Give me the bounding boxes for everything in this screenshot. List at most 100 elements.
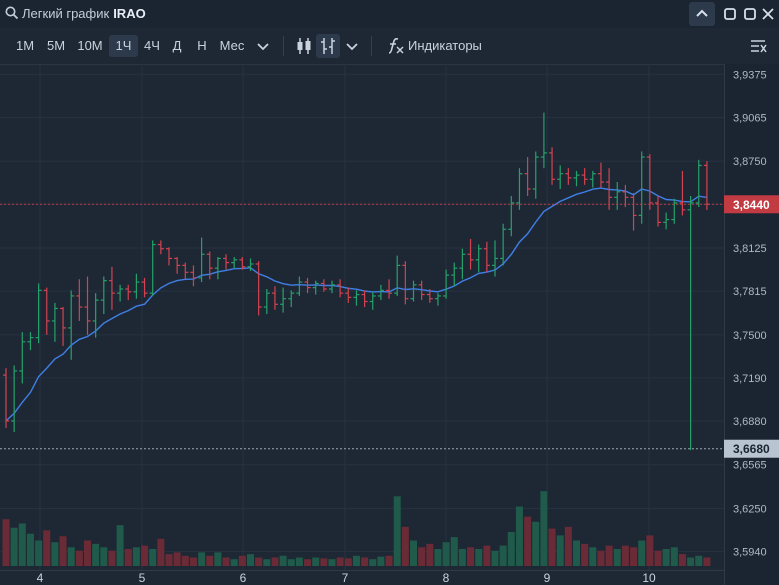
- ohlc-bar[interactable]: [214, 257, 221, 280]
- ohlc-bar[interactable]: [516, 168, 523, 210]
- ohlc-bar[interactable]: [141, 277, 148, 298]
- price-chart[interactable]: 3,9375 3,9065 3,8750 3,8440 3,8125 3,7815 3,75…: [0, 64, 779, 585]
- ohlc-bar[interactable]: [35, 283, 42, 344]
- ohlc-bar[interactable]: [182, 262, 189, 280]
- timeframe-4h[interactable]: 4Ч: [144, 38, 160, 53]
- ohlc-bar[interactable]: [198, 237, 205, 283]
- ohlc-bar[interactable]: [573, 170, 580, 187]
- ohlc-bar[interactable]: [296, 276, 303, 296]
- ohlc-bar[interactable]: [27, 332, 34, 351]
- ohlc-bar[interactable]: [386, 279, 393, 299]
- collapse-button[interactable]: [689, 2, 715, 26]
- timeframe-5m[interactable]: 5М: [46, 38, 66, 53]
- ohlc-bar[interactable]: [190, 265, 197, 287]
- ohlc-bar[interactable]: [638, 151, 645, 224]
- ohlc-bar[interactable]: [11, 365, 18, 433]
- ohlc-bar[interactable]: [467, 239, 474, 270]
- ohlc-bar[interactable]: [149, 240, 156, 296]
- ohlc-bar[interactable]: [655, 195, 661, 227]
- restore-icon[interactable]: [741, 5, 759, 23]
- ohlc-bar[interactable]: [337, 279, 344, 298]
- timeframe-1m[interactable]: 1М: [15, 38, 35, 53]
- ohlc-bar[interactable]: [304, 277, 311, 294]
- ohlc-bar[interactable]: [475, 244, 482, 273]
- ohlc-bar[interactable]: [426, 289, 433, 303]
- ohlc-bar[interactable]: [133, 273, 140, 299]
- ohlc-bar[interactable]: [492, 240, 498, 277]
- ohlc-bar[interactable]: [125, 284, 132, 301]
- indicators-button[interactable]: Индикаторы: [408, 38, 482, 53]
- ohlc-bar[interactable]: [565, 168, 572, 185]
- ohlc-bar[interactable]: [703, 161, 710, 210]
- candles-icon[interactable]: [292, 34, 316, 58]
- ohlc-bar[interactable]: [671, 198, 678, 224]
- ohlc-bar[interactable]: [51, 302, 58, 342]
- close-icon[interactable]: [759, 5, 777, 23]
- ohlc-bar[interactable]: [174, 257, 181, 274]
- ohlc-bar[interactable]: [500, 223, 507, 266]
- ohlc-bar[interactable]: [255, 261, 262, 316]
- ohlc-bar[interactable]: [394, 255, 401, 296]
- ohlc-bar[interactable]: [524, 157, 531, 196]
- ohlc-bar[interactable]: [223, 254, 230, 270]
- ohlc-bar[interactable]: [646, 154, 653, 210]
- ohlc-bar[interactable]: [117, 284, 124, 302]
- ohlc-bar[interactable]: [606, 168, 613, 210]
- ohlc-bar[interactable]: [231, 257, 238, 269]
- ohlc-bar[interactable]: [329, 280, 335, 294]
- ohlc-bar[interactable]: [663, 212, 670, 230]
- ohlc-bar[interactable]: [312, 280, 319, 295]
- search-icon[interactable]: [5, 6, 19, 20]
- ohlc-bar[interactable]: [68, 290, 75, 360]
- ohlc-bar[interactable]: [459, 248, 466, 280]
- ohlc-bar[interactable]: [434, 293, 441, 306]
- ohlc-bar[interactable]: [369, 291, 376, 310]
- ohlc-bar[interactable]: [60, 307, 67, 346]
- ohlc-bar[interactable]: [418, 280, 425, 301]
- ohlc-bar[interactable]: [345, 287, 352, 303]
- ohlc-bar[interactable]: [280, 287, 287, 313]
- ohlc-bar[interactable]: [402, 261, 409, 305]
- ohlc-bar[interactable]: [679, 170, 686, 216]
- ohlc-bar[interactable]: [76, 279, 83, 321]
- ohlc-bar[interactable]: [549, 147, 556, 185]
- ohlc-bar[interactable]: [206, 251, 213, 280]
- ohlc-bar[interactable]: [84, 276, 91, 335]
- ohlc-bar[interactable]: [271, 286, 278, 310]
- ohlc-bar[interactable]: [687, 195, 694, 451]
- ohlc-bar[interactable]: [614, 182, 621, 210]
- ohlc-bar[interactable]: [108, 266, 115, 310]
- ohlc-bar[interactable]: [695, 159, 702, 208]
- chevron-down-icon[interactable]: [251, 34, 275, 58]
- ohlc-bar[interactable]: [288, 290, 295, 308]
- ohlc-bar[interactable]: [630, 193, 637, 231]
- restore-icon[interactable]: [721, 5, 739, 23]
- ohlc-bar[interactable]: [353, 290, 360, 306]
- ohlc-bar[interactable]: [43, 287, 50, 335]
- chevron-down-icon[interactable]: [340, 34, 364, 58]
- ohlc-bar[interactable]: [100, 276, 107, 315]
- timeframe-month[interactable]: Мес: [219, 38, 245, 53]
- timeframe-10m[interactable]: 10М: [77, 38, 103, 53]
- ohlc-bar[interactable]: [483, 241, 490, 273]
- ohlc-bar[interactable]: [361, 290, 368, 308]
- ohlc-bar[interactable]: [622, 184, 629, 208]
- ohlc-bar[interactable]: [263, 289, 270, 314]
- ohlc-bar[interactable]: [597, 162, 604, 188]
- settings-lines-icon[interactable]: [746, 34, 770, 58]
- search-box[interactable]: Легкий график IRAO: [22, 6, 146, 21]
- timeframe-1h[interactable]: 1Ч: [109, 35, 138, 57]
- ohlc-bar[interactable]: [157, 240, 164, 255]
- ohlc-bar[interactable]: [410, 280, 417, 302]
- timeframe-day[interactable]: Д: [172, 38, 182, 53]
- ohlc-bar[interactable]: [247, 258, 254, 271]
- ohlc-bar[interactable]: [540, 112, 547, 169]
- fx-icon[interactable]: [383, 34, 407, 58]
- ohlc-bar[interactable]: [377, 284, 384, 301]
- ohlc-bar[interactable]: [239, 257, 246, 270]
- ohlc-bar[interactable]: [581, 168, 588, 185]
- ohlc-bar[interactable]: [443, 269, 450, 299]
- ohlc-bar[interactable]: [19, 332, 26, 384]
- ohlc-bar[interactable]: [166, 247, 172, 266]
- ohlc-bar[interactable]: [320, 279, 327, 292]
